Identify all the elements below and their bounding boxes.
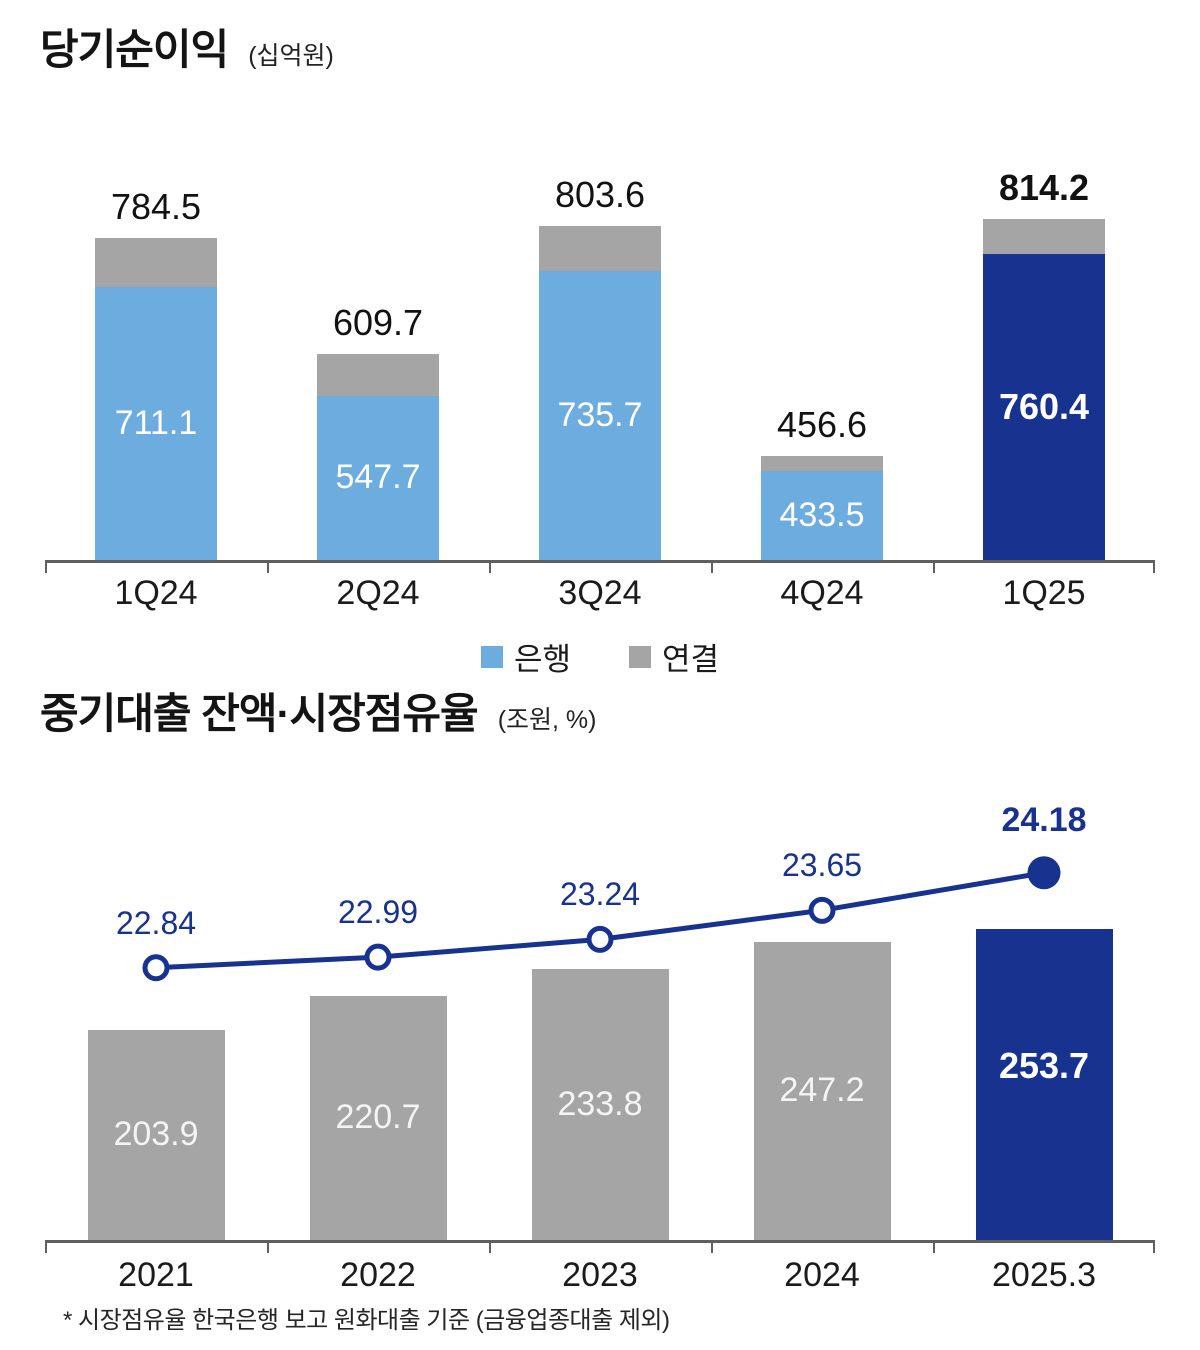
market-share-value-label: 22.99 [337, 894, 419, 931]
category-label: 2024 [784, 1256, 860, 1294]
loan-balance-bar: 203.9 [87, 1029, 225, 1240]
bank-value-label: 760.4 [998, 386, 1090, 428]
axis-tick [267, 560, 269, 573]
axis-tick [1153, 1240, 1155, 1253]
category-label: 1Q24 [114, 574, 198, 612]
chart2-category-labels: 2021 2022 2023 2024 2025.3 [45, 1256, 1155, 1295]
chart1-unit: (십억원) [248, 42, 334, 70]
legend-item-bank: 은행 [480, 634, 571, 679]
axis-tick [711, 1240, 713, 1253]
axis-tick [1153, 560, 1155, 573]
loan-balance-bar: 233.8 [531, 969, 669, 1240]
loan-balance-bar: 220.7 [309, 995, 447, 1240]
legend-label-bank: 은행 [513, 642, 571, 677]
consolidated-segment [761, 456, 883, 472]
chart2-line-area: 22.84 22.99 23.24 23.65 24.18 [45, 800, 1155, 1240]
bank-legend-swatch-icon [480, 645, 503, 668]
chart1-plot-area: 711.1 784.5 547.7 609.7 735.7 803.6 433.5 456.6… [45, 167, 1155, 560]
stacked-bar: 735.7 [539, 225, 661, 560]
market-share-value-label: 23.24 [559, 876, 641, 913]
category-label: 1Q25 [1002, 574, 1086, 612]
legend-label-consolidated: 연결 [662, 642, 720, 677]
market-share-value-label: 23.65 [781, 847, 863, 884]
line-marker-highlight [1027, 856, 1061, 890]
category-label: 2Q24 [336, 574, 420, 612]
axis-tick [489, 1240, 491, 1253]
total-value-label: 784.5 [110, 186, 202, 228]
market-share-value-label: 24.18 [1001, 800, 1087, 839]
market-share-line-svg [142, 856, 1061, 982]
stacked-bar: 433.5 [761, 456, 883, 560]
chart1-title: 당기순이익 [40, 26, 229, 73]
category-label: 2021 [118, 1256, 194, 1294]
chart2-title-row: 중기대출 잔액·시장점유율 (조원, %) [40, 680, 596, 741]
consolidated-segment [317, 354, 439, 396]
loan-balance-value-label: 220.7 [335, 1098, 421, 1137]
chart1-legend: 은행 연결 [0, 634, 1200, 679]
bank-segment: 760.4 [983, 254, 1105, 560]
axis-tick [489, 560, 491, 573]
loan-balance-value-label: 253.7 [998, 1045, 1090, 1087]
consolidated-segment [539, 225, 661, 271]
line-marker [364, 943, 392, 971]
axis-tick [933, 1240, 935, 1253]
category-label: 3Q24 [558, 574, 642, 612]
consolidated-segment [983, 218, 1105, 255]
category-label: 4Q24 [780, 574, 864, 612]
bank-segment: 433.5 [761, 471, 883, 560]
axis-tick [45, 1240, 47, 1253]
chart2-title: 중기대출 잔액·시장점유율 [40, 690, 479, 737]
chart1-x-axis [45, 560, 1155, 563]
stacked-bar: 547.7 [317, 354, 439, 560]
total-value-label: 803.6 [554, 173, 646, 215]
bank-value-label: 433.5 [779, 496, 865, 535]
stacked-bar: 760.4 [983, 218, 1105, 560]
chart2-footnote: * 시장점유율 한국은행 보고 원화대출 기준 (금융업종대출 제외) [63, 1307, 670, 1334]
category-label: 2023 [562, 1256, 638, 1294]
loan-balance-value-label: 233.8 [557, 1085, 643, 1124]
legend-item-consolidated: 연결 [629, 634, 719, 679]
bank-value-label: 547.7 [335, 458, 421, 497]
loan-balance-value-label: 203.9 [113, 1115, 199, 1154]
axis-tick [267, 1240, 269, 1253]
category-label: 2025.3 [992, 1256, 1096, 1294]
total-value-label: 814.2 [998, 166, 1090, 208]
loan-balance-value-label: 247.2 [779, 1071, 865, 1110]
chart1-title-row: 당기순이익 (십억원) [40, 16, 334, 77]
line-marker [142, 954, 170, 982]
axis-tick [711, 560, 713, 573]
bank-segment: 711.1 [95, 287, 217, 560]
loan-balance-bar: 247.2 [753, 941, 891, 1240]
axis-tick [933, 560, 935, 573]
bank-segment: 735.7 [539, 270, 661, 560]
line-marker [586, 925, 614, 953]
chart2-unit: (조원, %) [497, 706, 597, 734]
bank-value-label: 735.7 [557, 395, 643, 434]
chart2-x-axis [45, 1240, 1155, 1243]
total-value-label: 609.7 [332, 302, 424, 344]
consolidated-segment [95, 238, 217, 288]
consolidated-legend-swatch-icon [629, 645, 651, 668]
loan-balance-bar: 253.7 [975, 928, 1113, 1240]
market-share-value-label: 22.84 [115, 904, 197, 941]
axis-tick [45, 560, 47, 573]
line-marker [808, 896, 836, 924]
chart1-category-labels: 1Q24 2Q24 3Q24 4Q24 1Q25 [45, 574, 1155, 613]
chart2-bars-area: 203.9 220.7 233.8 247.2 253.7 [45, 916, 1155, 1240]
category-label: 2022 [340, 1256, 416, 1294]
stacked-bar: 711.1 [95, 238, 217, 560]
total-value-label: 456.6 [776, 404, 868, 446]
bank-segment: 547.7 [317, 395, 439, 560]
bank-value-label: 711.1 [114, 404, 198, 443]
